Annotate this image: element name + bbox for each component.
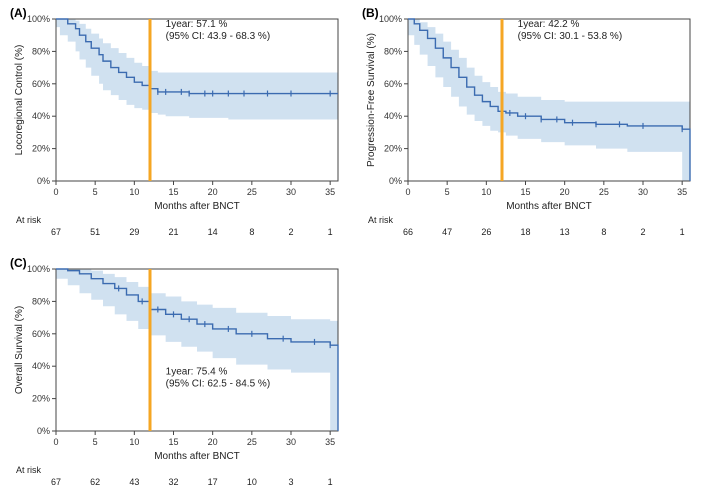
x-tick-label: 0 xyxy=(53,437,58,447)
at-risk-value: 10 xyxy=(247,477,257,487)
at-risk-value: 18 xyxy=(520,227,530,237)
x-axis-label: Months after BNCT xyxy=(154,201,240,212)
x-axis-label: Months after BNCT xyxy=(154,451,240,462)
y-axis-label: Progression-Free Survival (%) xyxy=(366,33,377,167)
x-tick-label: 35 xyxy=(677,187,687,197)
one-year-caption-line2: (95% CI: 30.1 - 53.8 %) xyxy=(518,31,623,42)
at-risk-value: 8 xyxy=(249,227,254,237)
one-year-caption-line1: 1year: 42.2 % xyxy=(518,19,580,30)
at-risk-value: 17 xyxy=(208,477,218,487)
y-tick-label: 100% xyxy=(27,14,50,24)
at-risk-value: 13 xyxy=(560,227,570,237)
one-year-caption-line1: 1year: 57.1 % xyxy=(166,19,228,30)
x-tick-label: 20 xyxy=(208,437,218,447)
x-tick-label: 15 xyxy=(520,187,530,197)
at-risk-value: 2 xyxy=(288,227,293,237)
x-tick-label: 5 xyxy=(445,187,450,197)
at-risk-value: 67 xyxy=(51,227,61,237)
x-tick-label: 15 xyxy=(168,437,178,447)
ci-band xyxy=(408,19,690,181)
x-tick-label: 10 xyxy=(129,187,139,197)
panel-label: (C) xyxy=(10,256,27,270)
x-tick-label: 5 xyxy=(93,437,98,447)
at-risk-value: 67 xyxy=(51,477,61,487)
at-risk-value: 26 xyxy=(481,227,491,237)
y-tick-label: 100% xyxy=(27,264,50,274)
y-tick-label: 80% xyxy=(384,46,402,56)
y-tick-label: 20% xyxy=(32,394,50,404)
x-tick-label: 35 xyxy=(325,437,335,447)
at-risk-value: 29 xyxy=(129,227,139,237)
y-axis-label: Overall Survival (%) xyxy=(14,306,25,394)
x-tick-label: 30 xyxy=(286,187,296,197)
x-tick-label: 30 xyxy=(638,187,648,197)
panel-A: (A) 0% 20% 40% 60% 80% 100% 0 5 10 15 20 25 30 35 Locor… xyxy=(8,5,348,245)
at-risk-value: 43 xyxy=(129,477,139,487)
one-year-caption-line2: (95% CI: 43.9 - 68.3 %) xyxy=(166,31,271,42)
x-tick-label: 10 xyxy=(481,187,491,197)
at-risk-value: 62 xyxy=(90,477,100,487)
x-tick-label: 20 xyxy=(560,187,570,197)
x-tick-label: 0 xyxy=(405,187,410,197)
one-year-caption-line2: (95% CI: 62.5 - 84.5 %) xyxy=(166,378,271,389)
y-tick-label: 60% xyxy=(384,79,402,89)
x-tick-label: 0 xyxy=(53,187,58,197)
at-risk-value: 21 xyxy=(168,227,178,237)
x-tick-label: 35 xyxy=(325,187,335,197)
panel-C-svg: (C) 0% 20% 40% 60% 80% 100% 0 5 10 15 20 25 30 35 Overa… xyxy=(8,255,348,495)
panel-label: (B) xyxy=(362,6,379,20)
at-risk-label: At risk xyxy=(16,215,42,225)
at-risk-value: 47 xyxy=(442,227,452,237)
at-risk-value: 14 xyxy=(208,227,218,237)
x-tick-label: 10 xyxy=(129,437,139,447)
y-tick-label: 0% xyxy=(37,176,50,186)
at-risk-value: 1 xyxy=(680,227,685,237)
y-tick-label: 20% xyxy=(384,144,402,154)
panel-B-svg: (B) 0% 20% 40% 60% 80% 100% 0 5 10 15 20 25 30 35 Progr… xyxy=(360,5,700,245)
one-year-caption-line1: 1year: 75.4 % xyxy=(166,366,228,377)
x-tick-label: 25 xyxy=(247,187,257,197)
y-tick-label: 60% xyxy=(32,329,50,339)
at-risk-value: 8 xyxy=(601,227,606,237)
y-tick-label: 0% xyxy=(37,426,50,436)
x-tick-label: 5 xyxy=(93,187,98,197)
y-tick-label: 60% xyxy=(32,79,50,89)
y-tick-label: 80% xyxy=(32,296,50,306)
panel-B: (B) 0% 20% 40% 60% 80% 100% 0 5 10 15 20 25 30 35 Progr… xyxy=(360,5,700,245)
at-risk-label: At risk xyxy=(16,465,42,475)
y-tick-label: 40% xyxy=(32,361,50,371)
x-tick-label: 25 xyxy=(247,437,257,447)
at-risk-value: 2 xyxy=(640,227,645,237)
y-tick-label: 80% xyxy=(32,46,50,56)
x-tick-label: 25 xyxy=(599,187,609,197)
x-tick-label: 30 xyxy=(286,437,296,447)
panel-label: (A) xyxy=(10,6,27,20)
y-axis-label: Locoregional Control (%) xyxy=(14,45,25,156)
y-tick-label: 20% xyxy=(32,144,50,154)
panel-A-svg: (A) 0% 20% 40% 60% 80% 100% 0 5 10 15 20 25 30 35 Locor… xyxy=(8,5,348,245)
x-axis-label: Months after BNCT xyxy=(506,201,592,212)
at-risk-value: 51 xyxy=(90,227,100,237)
at-risk-value: 3 xyxy=(288,477,293,487)
y-tick-label: 40% xyxy=(384,111,402,121)
ci-band xyxy=(56,269,338,431)
x-tick-label: 15 xyxy=(168,187,178,197)
y-tick-label: 0% xyxy=(389,176,402,186)
at-risk-value: 1 xyxy=(328,477,333,487)
x-tick-label: 20 xyxy=(208,187,218,197)
panel-C: (C) 0% 20% 40% 60% 80% 100% 0 5 10 15 20 25 30 35 Overa… xyxy=(8,255,348,495)
at-risk-value: 66 xyxy=(403,227,413,237)
at-risk-label: At risk xyxy=(368,215,394,225)
y-tick-label: 100% xyxy=(379,14,402,24)
at-risk-value: 1 xyxy=(328,227,333,237)
at-risk-value: 32 xyxy=(168,477,178,487)
y-tick-label: 40% xyxy=(32,111,50,121)
